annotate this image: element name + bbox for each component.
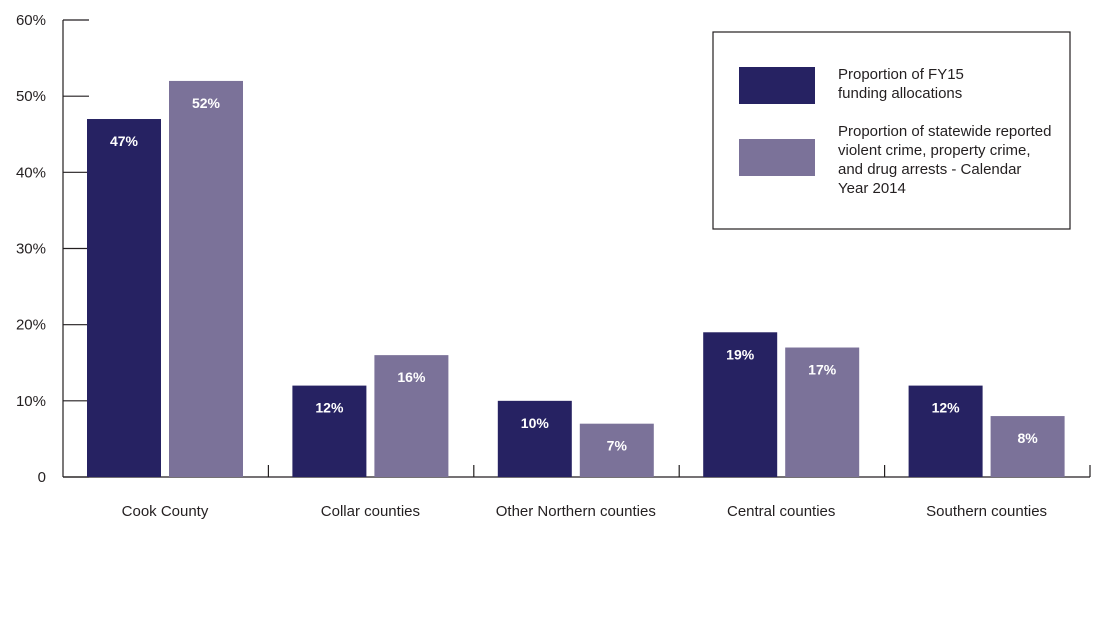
legend-label-series-2: Proportion of statewide reported violent …: [838, 123, 1051, 197]
bar-data-label: 12%: [315, 400, 344, 416]
y-axis: 0 10% 20% 30% 40% 50% 60%: [16, 12, 89, 486]
y-tick-label: 20%: [16, 317, 46, 334]
bar-data-label: 19%: [726, 346, 755, 362]
y-tick-label: 40%: [16, 164, 46, 181]
bar-data-label: 17%: [808, 362, 837, 378]
bar-series-1: [703, 332, 778, 477]
x-category-label: Southern counties: [926, 503, 1047, 520]
y-tick-label: 30%: [16, 241, 46, 258]
bar-series-1: [497, 400, 572, 477]
bar-series-1: [292, 385, 367, 477]
x-category-label: Cook County: [122, 503, 209, 520]
y-tick-label: 50%: [16, 88, 46, 105]
bar-series-2: [990, 416, 1065, 477]
bar-series-2: [579, 423, 654, 477]
legend: Proportion of FY15 funding allocations Pro…: [712, 31, 1071, 230]
bar-series-1: [87, 119, 161, 478]
bar-data-label: 12%: [932, 400, 961, 416]
bar-series-1: [908, 385, 983, 477]
bar-data-label: 16%: [397, 369, 426, 385]
y-tick-label: 60%: [16, 12, 46, 29]
legend-swatch-series-1: [739, 67, 815, 104]
y-tick-label: 0: [38, 469, 46, 486]
legend-label-series-1: Proportion of FY15 funding allocations: [838, 66, 964, 102]
bar-data-label: 10%: [521, 415, 550, 431]
bar-data-label: 47%: [110, 133, 139, 149]
bar-data-label: 52%: [192, 95, 221, 111]
bar-series-2: [785, 347, 860, 477]
legend-box: [712, 31, 1071, 230]
legend-swatch-series-2: [739, 139, 815, 176]
y-tick-label: 10%: [16, 393, 46, 410]
bar-series-2: [374, 355, 449, 477]
x-category-label: Other Northern counties: [496, 503, 656, 520]
bar-series-2: [169, 80, 243, 477]
bar-data-label: 7%: [607, 438, 628, 454]
bars-group: 47% 12% 10% 19% 12% 52% 16% 7% 17% 8%: [87, 80, 1065, 478]
x-category-label: Central counties: [727, 503, 835, 520]
bar-data-label: 8%: [1017, 430, 1038, 446]
x-category-label: Collar counties: [321, 503, 420, 520]
x-axis: Cook County Collar counties Other Northern…: [63, 465, 1091, 520]
